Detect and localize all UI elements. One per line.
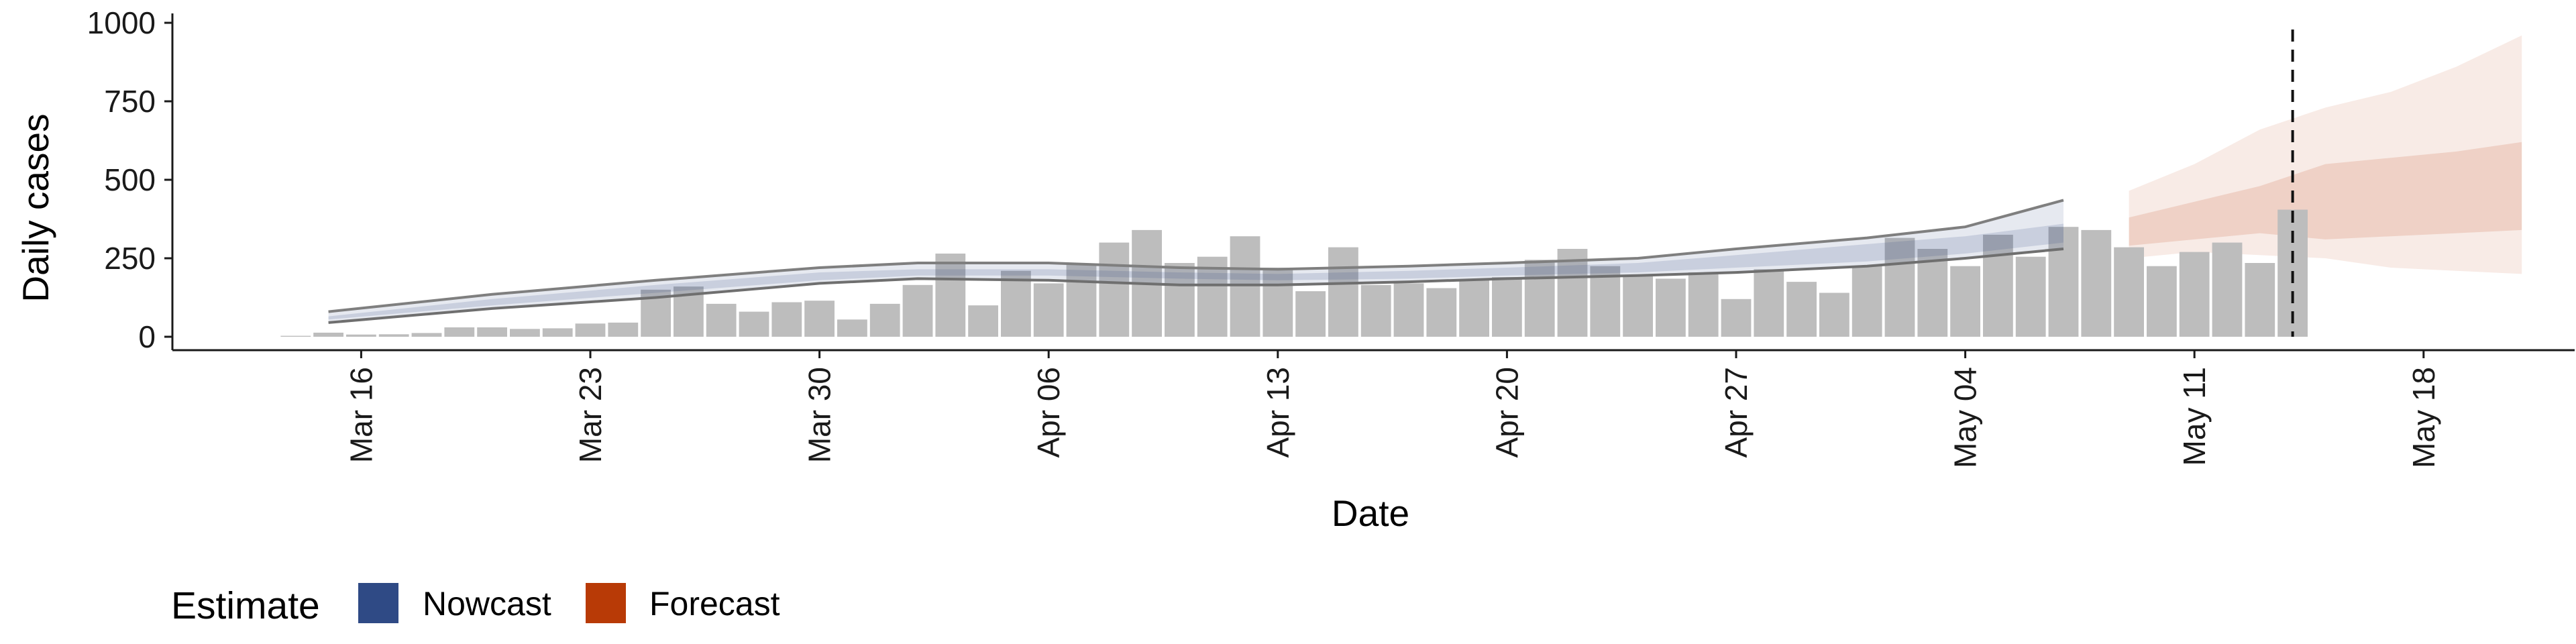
case-bar — [2147, 266, 2177, 337]
case-bar — [1165, 263, 1195, 337]
case-bar — [1590, 266, 1621, 337]
case-bar — [1950, 266, 1980, 337]
case-bar — [1263, 268, 1293, 337]
case-bar — [1426, 288, 1457, 337]
x-tick-label: Mar 30 — [802, 367, 837, 463]
x-tick-label: Mar 23 — [573, 367, 608, 463]
case-bar — [346, 334, 376, 337]
case-bar — [575, 323, 606, 337]
case-bar — [2081, 229, 2112, 337]
case-bar — [1033, 283, 1064, 337]
case-bar — [510, 329, 540, 337]
case-bar — [444, 327, 475, 337]
case-bar — [1884, 237, 1915, 337]
case-bar — [1786, 282, 1817, 337]
case-bar — [477, 327, 507, 337]
legend-label-nowcast: Nowcast — [423, 585, 551, 623]
case-bar — [2048, 227, 2079, 337]
case-bar — [804, 301, 835, 337]
case-bar — [1754, 269, 1784, 337]
case-bar — [411, 333, 442, 337]
case-bar — [1656, 278, 1686, 337]
forecast-band-50 — [2129, 142, 2522, 246]
case-bar — [378, 334, 409, 337]
case-bar — [1295, 291, 1326, 337]
case-bar — [1066, 264, 1097, 337]
case-bar — [1393, 283, 1424, 337]
case-bar — [1917, 249, 1948, 337]
case-bar — [1360, 284, 1391, 337]
reported-case-bars — [280, 209, 2308, 337]
case-bar — [902, 284, 933, 337]
legend-key-forecast — [586, 583, 626, 623]
x-axis-title: Date — [1332, 492, 1409, 534]
forecast-bands — [2129, 35, 2522, 274]
case-bar — [935, 254, 966, 337]
legend-key-nowcast — [358, 583, 398, 623]
case-bar — [1819, 292, 1849, 337]
x-tick-label: Apr 06 — [1031, 367, 1066, 458]
case-bar — [313, 332, 343, 337]
nowcast-band-90 — [328, 200, 2063, 323]
case-bar — [1001, 270, 1031, 337]
case-bar — [1851, 266, 1882, 337]
case-bar — [1557, 249, 1588, 337]
y-tick-label: 750 — [104, 84, 156, 119]
nowcast-upper-line — [328, 199, 2064, 313]
x-tick-label: May 11 — [2177, 367, 2212, 466]
case-bar — [2114, 247, 2144, 337]
case-bar — [1524, 260, 1555, 337]
x-tick-label: May 04 — [1948, 367, 1983, 468]
case-bar — [1623, 275, 1653, 337]
case-bar — [1983, 234, 2013, 337]
case-bar — [1688, 272, 1719, 337]
case-bar — [1099, 242, 1130, 337]
case-bar — [2179, 252, 2210, 337]
x-tick-label: Apr 27 — [1719, 367, 1754, 458]
x-axis-ticks: Mar 16 Mar 23 Mar 30 Apr 06 Apr 13 Apr 20 Apr … — [343, 350, 2441, 468]
x-tick-label: May 18 — [2406, 367, 2441, 468]
case-bar — [542, 328, 573, 337]
x-tick-label: Mar 16 — [343, 367, 378, 463]
case-bar — [1328, 247, 1358, 337]
case-bar — [706, 303, 737, 337]
x-tick-label: Apr 13 — [1260, 367, 1295, 458]
case-bar — [2015, 256, 2046, 337]
legend: Estimate Nowcast Forecast — [171, 583, 780, 627]
case-bar — [2212, 242, 2243, 337]
case-bar — [2245, 263, 2275, 337]
case-bar — [1492, 277, 1522, 337]
case-bar — [280, 335, 311, 337]
axes — [171, 13, 2575, 352]
case-bar — [1230, 236, 1260, 337]
y-axis-ticks: 0 250 500 750 1000 — [87, 5, 172, 354]
case-bar — [837, 319, 867, 337]
y-axis-title: Daily cases — [15, 113, 56, 302]
y-tick-label: 1000 — [87, 5, 156, 40]
x-tick-label: Apr 20 — [1489, 367, 1524, 458]
nowcast-lower-line — [328, 248, 2064, 324]
y-tick-label: 250 — [104, 241, 156, 276]
forecast-band-90 — [2129, 35, 2522, 274]
legend-title: Estimate — [171, 584, 320, 627]
case-bar — [1197, 256, 1228, 337]
y-tick-label: 500 — [104, 162, 156, 197]
case-bar — [968, 305, 998, 337]
case-bar — [1459, 280, 1489, 337]
y-tick-label: 0 — [138, 319, 156, 354]
case-bar — [608, 322, 639, 337]
case-bar — [739, 311, 769, 337]
case-bar — [1721, 299, 1752, 337]
case-bar — [771, 302, 802, 337]
case-bar — [869, 303, 900, 337]
nowcast-bands — [328, 199, 2064, 324]
legend-label-forecast: Forecast — [649, 585, 780, 623]
